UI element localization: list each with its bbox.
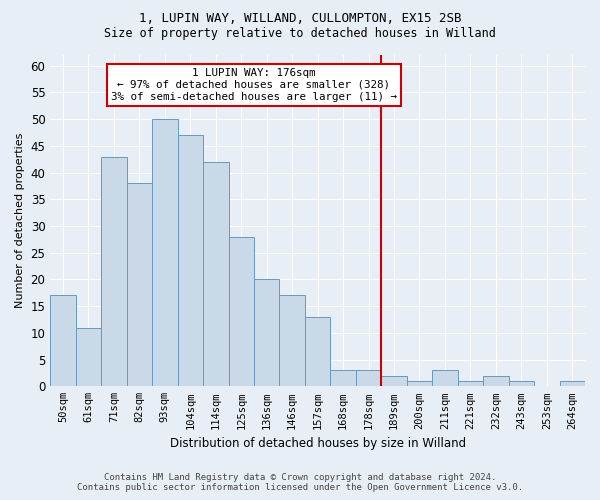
Bar xyxy=(407,381,432,386)
Bar xyxy=(483,376,509,386)
Bar xyxy=(382,376,407,386)
Bar xyxy=(152,119,178,386)
Y-axis label: Number of detached properties: Number of detached properties xyxy=(15,133,25,308)
Text: 1 LUPIN WAY: 176sqm
← 97% of detached houses are smaller (328)
3% of semi-detach: 1 LUPIN WAY: 176sqm ← 97% of detached ho… xyxy=(111,68,397,102)
Bar xyxy=(305,317,331,386)
Text: Size of property relative to detached houses in Willand: Size of property relative to detached ho… xyxy=(104,28,496,40)
Bar xyxy=(50,296,76,386)
Bar xyxy=(254,280,280,386)
Bar xyxy=(432,370,458,386)
Bar xyxy=(356,370,382,386)
X-axis label: Distribution of detached houses by size in Willand: Distribution of detached houses by size … xyxy=(170,437,466,450)
Bar xyxy=(101,156,127,386)
Bar xyxy=(331,370,356,386)
Bar xyxy=(178,135,203,386)
Bar xyxy=(458,381,483,386)
Bar xyxy=(229,236,254,386)
Bar xyxy=(280,296,305,386)
Bar xyxy=(127,183,152,386)
Bar xyxy=(560,381,585,386)
Bar xyxy=(203,162,229,386)
Bar xyxy=(76,328,101,386)
Text: Contains HM Land Registry data © Crown copyright and database right 2024.
Contai: Contains HM Land Registry data © Crown c… xyxy=(77,473,523,492)
Text: 1, LUPIN WAY, WILLAND, CULLOMPTON, EX15 2SB: 1, LUPIN WAY, WILLAND, CULLOMPTON, EX15 … xyxy=(139,12,461,26)
Bar xyxy=(509,381,534,386)
